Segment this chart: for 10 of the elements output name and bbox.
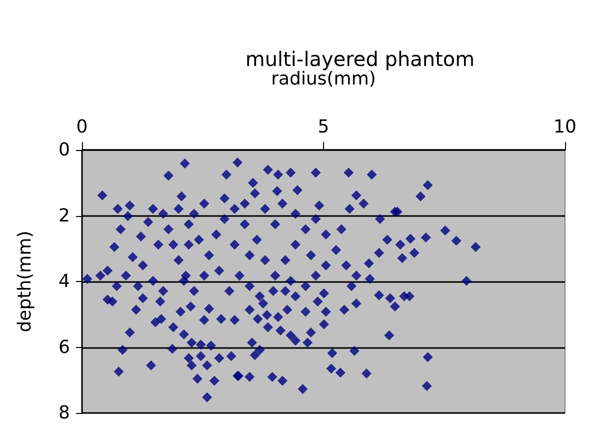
y-tick-label: 2 — [58, 205, 70, 226]
y-axis-title: depth(mm) — [14, 230, 36, 332]
chart-title: multi-layered phantom — [245, 47, 475, 71]
x-tick-label: 10 — [554, 116, 576, 138]
y-tick-label: 0 — [58, 140, 70, 160]
y-tick-label: 4 — [58, 271, 70, 292]
x-tick-label: 5 — [318, 116, 330, 138]
y-tick-label: 8 — [58, 402, 70, 424]
x-tick-label: 0 — [76, 116, 88, 138]
y-tick-label: 6 — [58, 336, 70, 358]
